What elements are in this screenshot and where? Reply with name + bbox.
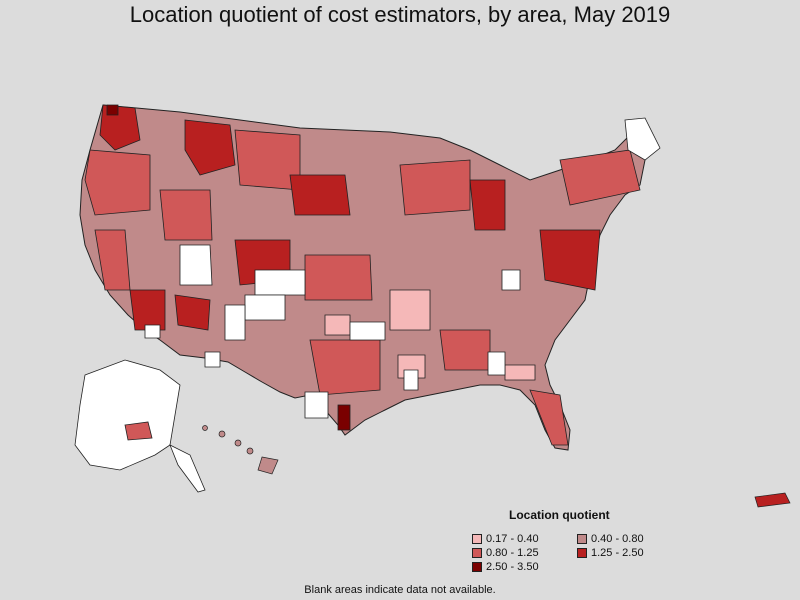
legend-label-3: 1.25 - 2.50 <box>591 547 644 559</box>
map-title: Location quotient of cost estimators, by… <box>129 2 671 27</box>
legend-label-4: 2.50 - 3.50 <box>486 561 539 573</box>
hawaii-region <box>202 425 279 475</box>
puerto-rico-region <box>754 492 791 508</box>
legend-item-2: 0.80 - 1.25 <box>472 547 539 559</box>
legend-swatch-2 <box>472 548 482 558</box>
legend-title: Location quotient <box>509 508 610 522</box>
footnote: Blank areas indicate data not available. <box>304 584 496 596</box>
legend-item-0: 0.17 - 0.40 <box>472 533 539 545</box>
legend-label-0: 0.17 - 0.40 <box>486 533 539 545</box>
legend-swatch-4 <box>472 562 482 572</box>
no-data-areas <box>144 244 521 419</box>
legend-item-3: 1.25 - 2.50 <box>577 547 644 559</box>
legend-label-2: 0.80 - 1.25 <box>486 547 539 559</box>
legend-swatch-1 <box>577 534 587 544</box>
alaska-area-shaded <box>124 421 153 441</box>
alaska-region <box>74 359 181 471</box>
alaska-panhandle <box>169 444 206 493</box>
legend-swatch-0 <box>472 534 482 544</box>
legend-swatch-3 <box>577 548 587 558</box>
new-england-region <box>624 117 661 161</box>
legend-item-1: 0.40 - 0.80 <box>577 533 644 545</box>
legend-label-1: 0.40 - 0.80 <box>591 533 644 545</box>
legend-item-4: 2.50 - 3.50 <box>472 561 539 573</box>
